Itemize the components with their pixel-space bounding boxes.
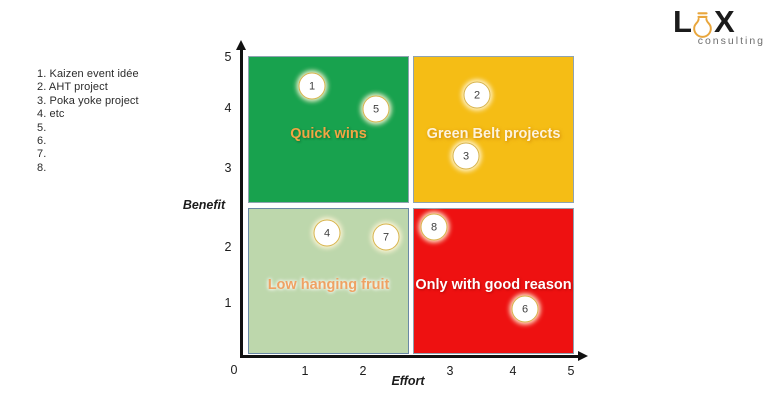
quadrant-only-with-good-reason: Only with good reason (413, 208, 574, 354)
logo-letter-x: X (713, 4, 735, 39)
y-axis-tick-label: 2 (224, 240, 232, 254)
y-axis-line (240, 48, 243, 358)
x-axis-line (240, 355, 580, 358)
data-point-1[interactable]: 1 (298, 72, 326, 100)
quadrant-label-green-belt-projects: Green Belt projects (426, 125, 561, 142)
idea-list-item: 5. (37, 121, 47, 134)
lux-logo-wordmark: L X (673, 4, 765, 39)
data-point-4[interactable]: 4 (313, 219, 341, 247)
x-axis-tick-label: 4 (509, 364, 517, 378)
quadrant-label-only-with-good-reason: Only with good reason (415, 277, 572, 294)
idea-list: 1. Kaizen event idée 2. AHT project 3. Pok… (37, 68, 139, 175)
logo-subtitle: consulting (697, 35, 765, 47)
idea-list-item: 6. (37, 135, 47, 148)
idea-list-item: 7. (37, 148, 47, 161)
x-axis-tick-label: 5 (567, 364, 575, 378)
y-axis-tick-label: 5 (224, 50, 232, 64)
idea-list-item: 8. (37, 161, 47, 174)
x-axis-tick-label: 1 (301, 364, 309, 378)
x-axis-tick-label: 2 (359, 364, 367, 378)
x-axis-tick-label: 3 (446, 364, 454, 378)
logo-letter-l: L (673, 4, 692, 39)
x-axis-title: Effort (391, 374, 425, 388)
quadrant-label-quick-wins: Quick wins (290, 125, 367, 142)
x-axis-arrow-icon (578, 351, 588, 361)
data-point-5[interactable]: 5 (362, 95, 390, 123)
quadrant-green-belt-projects: Green Belt projects (413, 56, 574, 203)
idea-list-item: 1. Kaizen event idée (37, 68, 139, 80)
lightbulb-icon (693, 12, 712, 38)
idea-list-item: 4. etc (37, 108, 65, 121)
y-axis-tick-label: 1 (224, 296, 232, 310)
data-point-3[interactable]: 3 (452, 142, 480, 170)
quadrant-label-low-hanging-fruit: Low hanging fruit (267, 277, 390, 294)
data-point-8[interactable]: 8 (420, 213, 448, 241)
idea-list-item: 3. Poka yoke project (37, 94, 139, 107)
y-axis-arrow-icon (236, 40, 246, 50)
data-point-2[interactable]: 2 (463, 81, 491, 109)
y-axis-tick-label: 4 (224, 101, 232, 115)
quadrant-quick-wins: Quick wins (248, 56, 409, 203)
y-axis-tick-label: 3 (224, 161, 232, 175)
idea-list-item: 2. AHT project (37, 81, 108, 94)
y-axis-title: Benefit (182, 198, 226, 212)
data-point-6[interactable]: 6 (511, 295, 539, 323)
data-point-7[interactable]: 7 (372, 223, 400, 251)
origin-axis-tick-label: 0 (230, 363, 238, 377)
lux-logo: L X consulting (673, 4, 765, 47)
